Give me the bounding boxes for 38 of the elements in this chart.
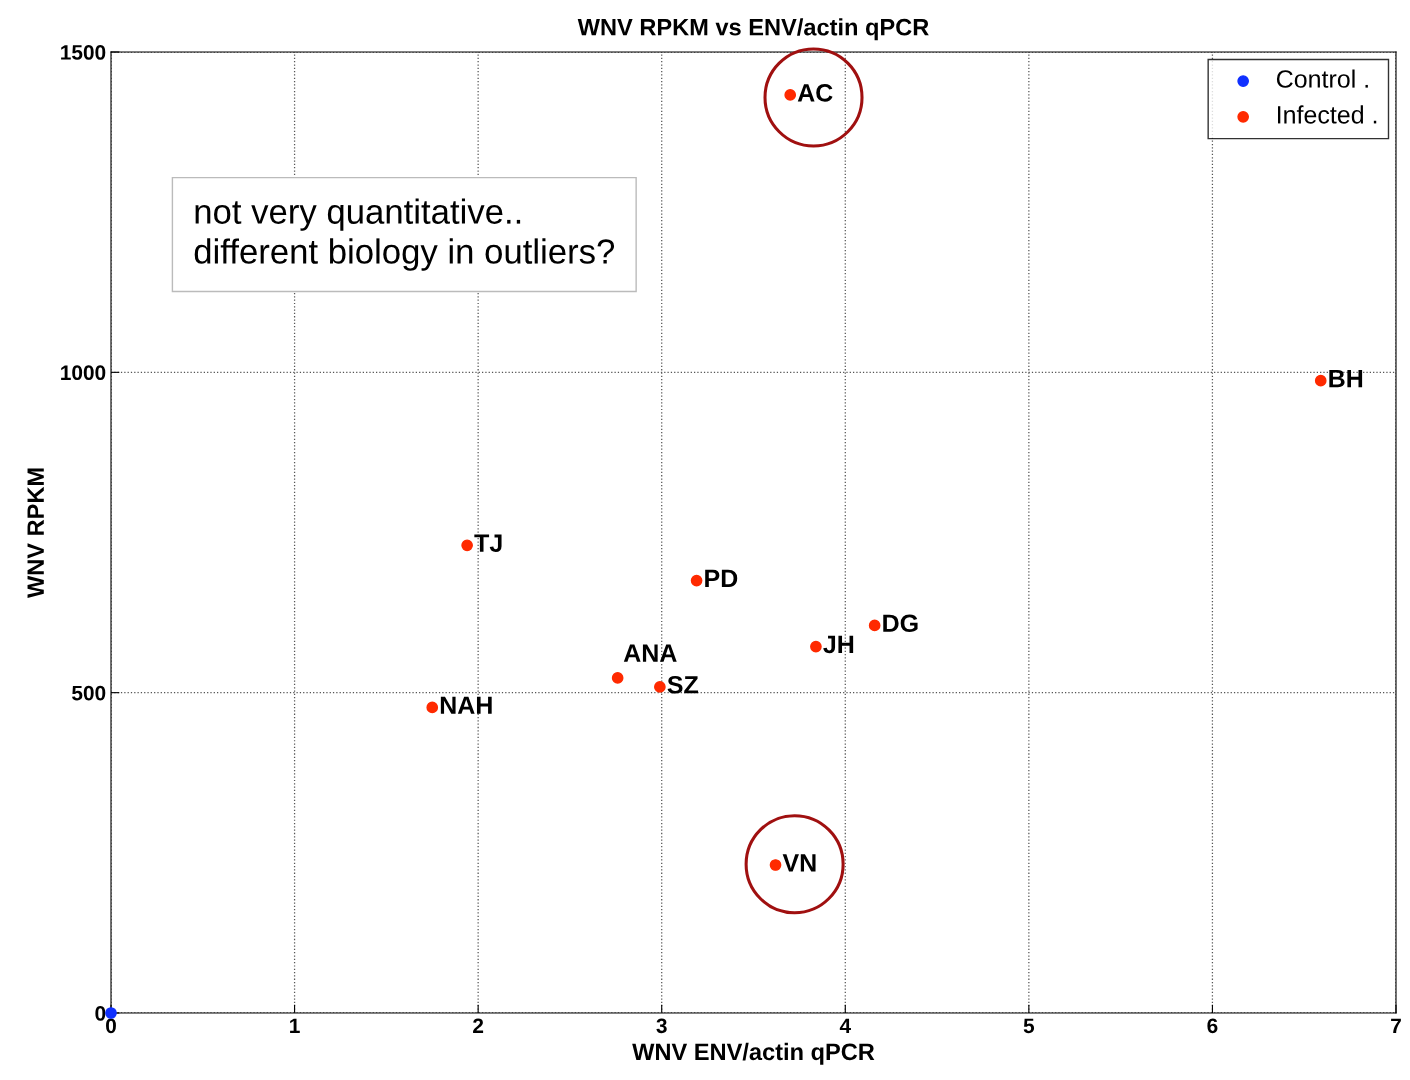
point	[654, 681, 666, 693]
legend-label: Control .	[1276, 69, 1368, 88]
annotation: BH	[1329, 369, 1363, 388]
y-tick-label: 1500	[61, 45, 106, 60]
point	[868, 619, 881, 632]
point	[1314, 374, 1327, 387]
x-tick-label: 5	[1023, 1018, 1035, 1034]
annotation: AC	[797, 83, 833, 102]
legend-label: Infected .	[1277, 105, 1377, 124]
annotation: SZ	[667, 675, 699, 694]
x-axis-title: WNV ENV/actin qPCR	[632, 1042, 875, 1065]
point	[690, 574, 703, 587]
point	[810, 640, 822, 653]
annotation: DG	[883, 614, 918, 633]
x-tick-label: 1	[290, 1018, 300, 1033]
chart-title: WNV RPKM vs ENV/actin qPCR	[577, 18, 929, 41]
point	[461, 539, 473, 552]
point	[611, 672, 624, 684]
x-tick-label: 6	[1207, 1018, 1218, 1034]
x-tick-label: 4	[839, 1018, 851, 1033]
annotation: ANA	[623, 644, 677, 662]
point	[426, 701, 439, 714]
y-axis-title: WNV RPKM	[27, 468, 44, 599]
annotation: TJ	[474, 534, 502, 553]
annotation: VN	[782, 854, 816, 872]
annotation: NAH	[440, 696, 492, 714]
x-tick-label: 2	[473, 1018, 484, 1033]
y-tick-label: 0	[95, 1006, 106, 1021]
y-tick-label: 500	[72, 685, 106, 701]
annotation: not very quantitative.. different biology in outliers?	[194, 198, 615, 271]
annotation: JH	[823, 635, 854, 654]
annotation: PD	[705, 569, 738, 588]
x-tick-label: 7	[1391, 1018, 1401, 1033]
x-tick-label: 0	[106, 1018, 116, 1034]
point	[769, 859, 782, 871]
x-tick-label: 3	[656, 1018, 667, 1034]
y-tick-label: 1000	[61, 365, 106, 381]
point	[784, 89, 797, 101]
